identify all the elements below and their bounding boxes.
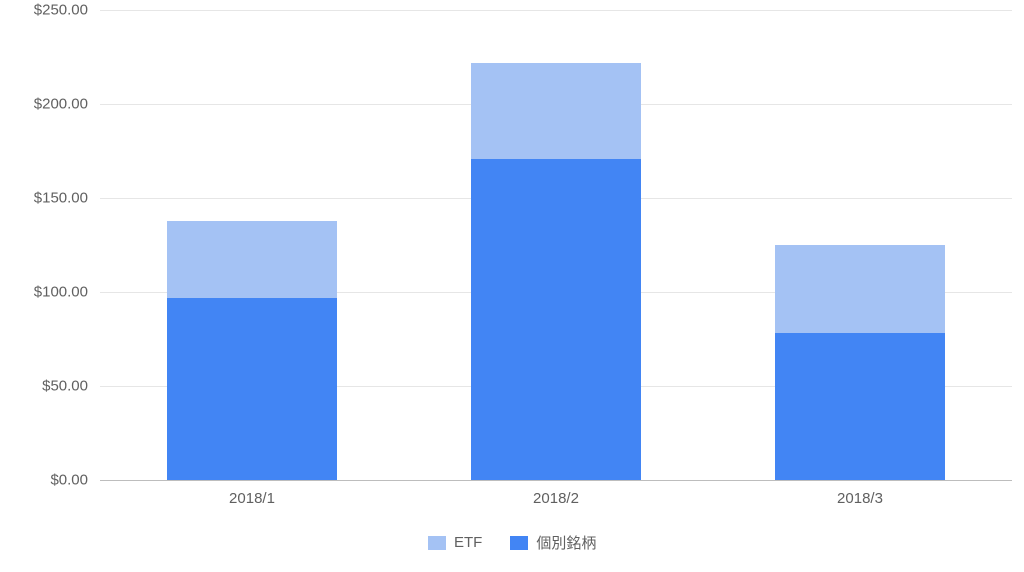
legend-item: ETF	[428, 534, 482, 551]
y-tick-label: $0.00	[50, 472, 100, 489]
bar-group	[167, 10, 337, 480]
plot-area: $0.00$50.00$100.00$150.00$200.00$250.002…	[100, 10, 1012, 480]
x-tick-label: 2018/1	[229, 480, 275, 507]
bar-segment-ETF	[167, 221, 337, 298]
bar-segment-個別銘柄	[775, 333, 945, 480]
stacked-bar-chart: $0.00 $50.00 $100.00 $150.00 $200.00 $250.00 2…	[0, 0, 1024, 572]
x-tick-label: 2018/3	[837, 480, 883, 507]
bar-group	[471, 10, 641, 480]
bar-segment-個別銘柄	[471, 159, 641, 480]
legend-label: 個別銘柄	[536, 532, 596, 553]
y-tick-label: $150.00	[34, 190, 100, 207]
legend-item: 個別銘柄	[510, 532, 596, 553]
legend: ETF 個別銘柄	[428, 532, 596, 553]
legend-swatch	[510, 536, 528, 550]
bar-segment-ETF	[775, 245, 945, 333]
y-tick-label: $100.00	[34, 284, 100, 301]
y-tick-label: $250.00	[34, 2, 100, 19]
legend-label: ETF	[454, 534, 482, 551]
y-tick-label: $50.00	[42, 378, 100, 395]
bar-group	[775, 10, 945, 480]
y-tick-label: $200.00	[34, 96, 100, 113]
bar-segment-ETF	[471, 63, 641, 159]
legend-swatch	[428, 536, 446, 550]
x-tick-label: 2018/2	[533, 480, 579, 507]
bar-segment-個別銘柄	[167, 298, 337, 480]
